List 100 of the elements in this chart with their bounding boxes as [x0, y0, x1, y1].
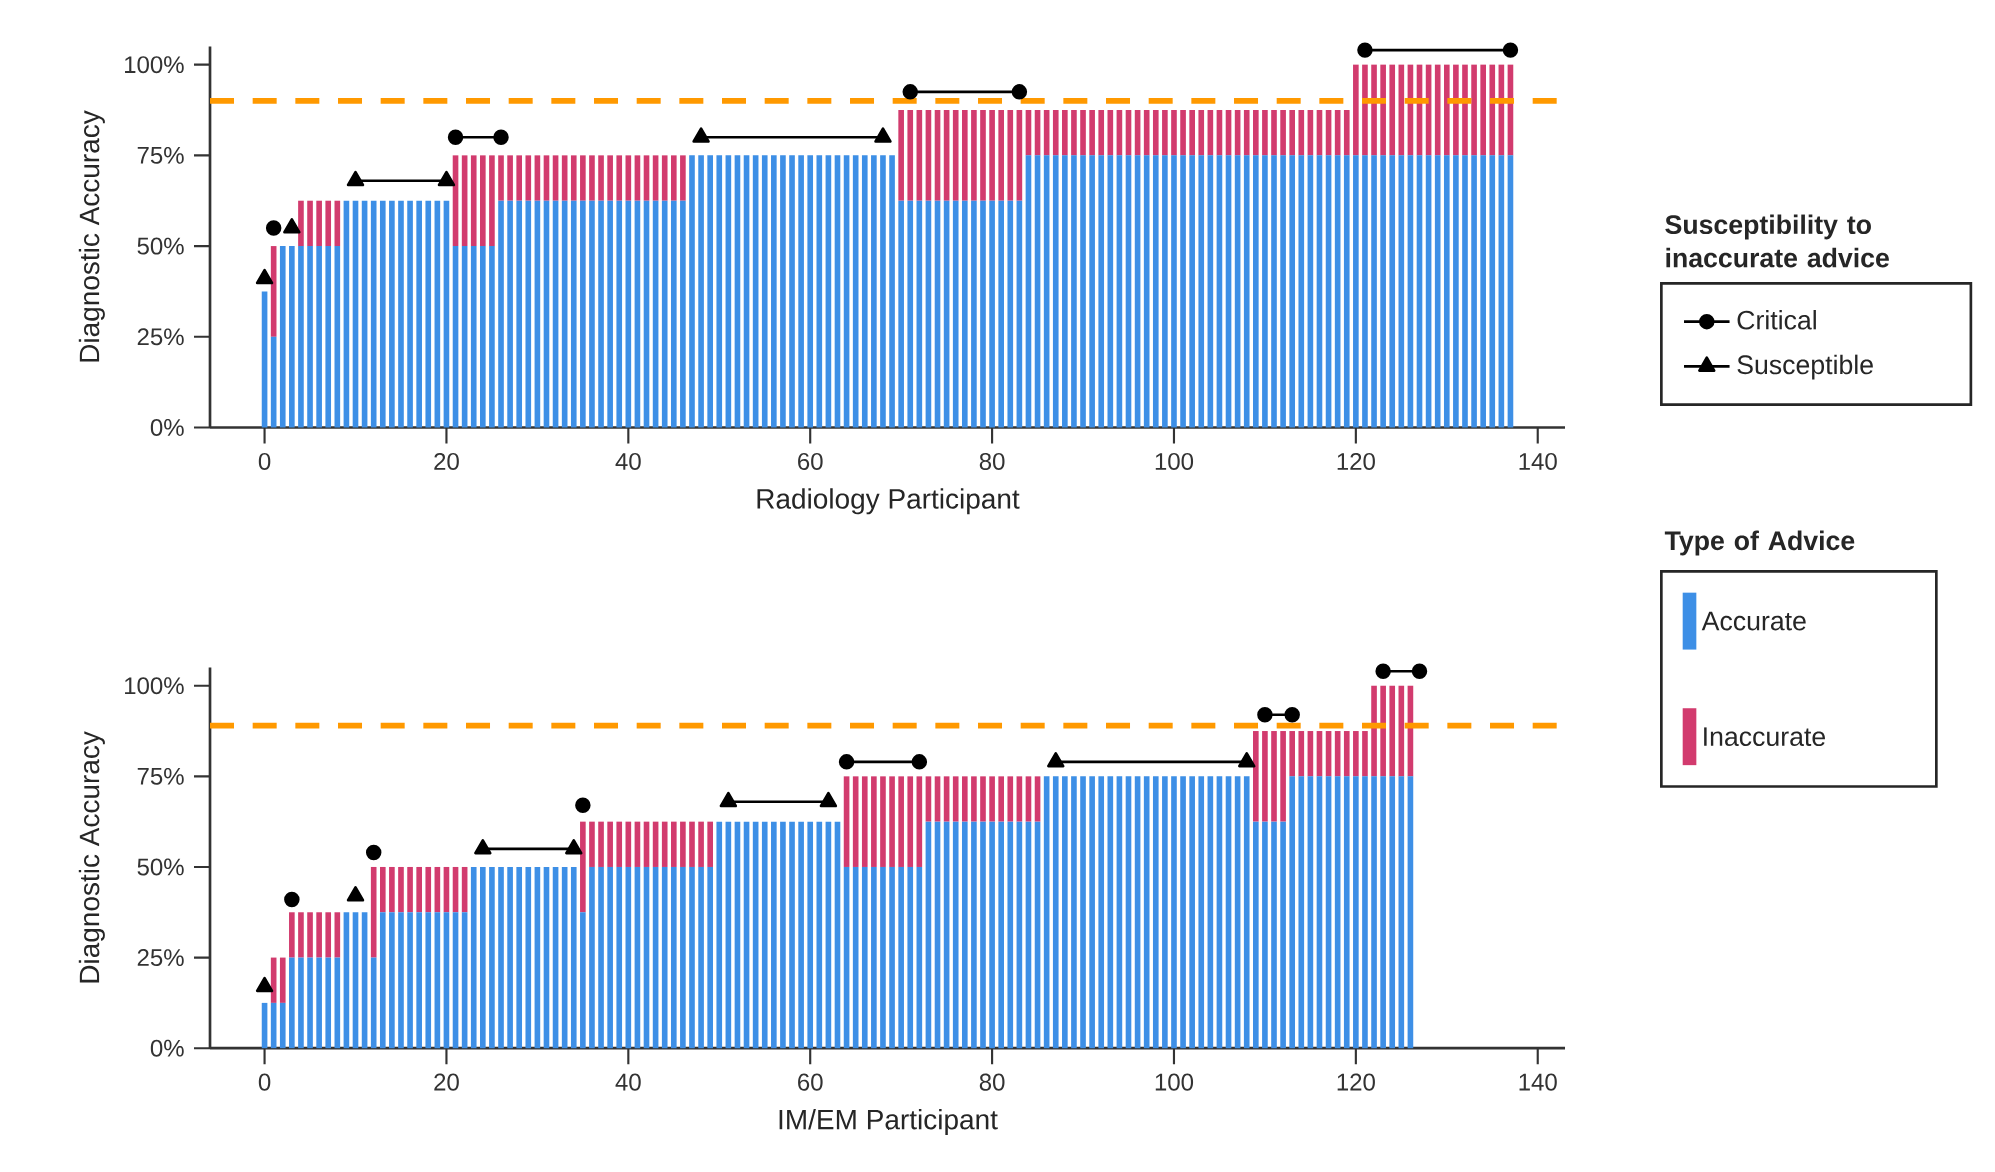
bar [1089, 109, 1095, 156]
point [565, 838, 583, 855]
bar [1271, 109, 1277, 156]
bar [1107, 776, 1114, 1049]
bar [289, 912, 295, 958]
y-tick-label: 50% [137, 237, 184, 255]
bar [298, 912, 304, 958]
bar [961, 776, 968, 822]
bar [1052, 776, 1059, 1049]
bar [398, 200, 404, 428]
point [575, 797, 591, 814]
bar [1380, 155, 1386, 428]
legend-label: Accurate [1701, 611, 1806, 631]
bar [316, 200, 322, 247]
bar [1171, 109, 1177, 156]
bar [316, 957, 322, 1049]
bar [1353, 776, 1359, 1049]
bar [652, 155, 659, 201]
bar [880, 776, 886, 867]
bar [389, 200, 395, 428]
bar [279, 1002, 286, 1049]
bar [971, 821, 977, 1049]
bar [1253, 155, 1259, 428]
x-axis-title: Radiology Participant [757, 488, 1020, 515]
bar [1480, 64, 1486, 156]
x-tick-label: 80 [979, 1073, 1005, 1091]
y-tick-label: 0% [150, 1039, 184, 1057]
bar [1171, 776, 1177, 1049]
y-tick-label: 100% [125, 677, 184, 695]
point [474, 838, 492, 855]
bar [698, 866, 704, 1049]
point [692, 127, 710, 143]
bar [316, 912, 322, 958]
bar [516, 155, 523, 201]
bar [498, 155, 504, 201]
bar [716, 821, 723, 1049]
bar [707, 866, 713, 1049]
bar [1262, 731, 1268, 822]
point [365, 844, 382, 861]
bar [1152, 155, 1159, 428]
bar [989, 776, 995, 822]
point [346, 170, 365, 187]
bar [1443, 64, 1450, 156]
bar [1180, 155, 1186, 428]
x-tick-label: 20 [434, 452, 459, 470]
bar [416, 200, 422, 428]
bar [1489, 64, 1496, 156]
bar [1298, 776, 1305, 1049]
point [255, 976, 274, 993]
bar [998, 776, 1004, 822]
point [1257, 706, 1273, 723]
point [1047, 751, 1065, 768]
bar [1098, 109, 1105, 156]
bar [780, 821, 786, 1049]
x-tick-label: 60 [798, 452, 823, 470]
bar [1007, 200, 1014, 428]
bar [598, 155, 604, 201]
bar [889, 866, 895, 1049]
bar [1143, 109, 1150, 156]
bar [680, 200, 686, 428]
bar [1107, 155, 1114, 428]
bar [861, 776, 868, 867]
bar [307, 200, 313, 247]
bar [1025, 776, 1032, 822]
bar [543, 155, 550, 201]
legend-label: Susceptible [1737, 354, 1873, 380]
bar [1243, 776, 1250, 1049]
y-axis-title: Diagnostic Accuracy [78, 110, 105, 362]
point [1502, 42, 1519, 58]
bar [480, 866, 486, 1049]
y-tick-label: 75% [137, 146, 184, 164]
bar [1462, 155, 1468, 428]
bar [898, 200, 904, 428]
bar [1062, 155, 1068, 428]
bar [598, 866, 604, 1049]
bar [689, 155, 695, 428]
bar [952, 776, 959, 822]
bar [980, 776, 986, 822]
bar [707, 155, 713, 428]
bar [334, 912, 341, 958]
bar [1371, 776, 1377, 1049]
bar [1353, 731, 1359, 777]
bar [789, 821, 795, 1049]
bar [761, 155, 768, 428]
bar [552, 155, 559, 201]
bar [807, 821, 814, 1049]
legend-title: Type of Advice [1664, 530, 1855, 556]
bar [889, 776, 895, 867]
bar [1007, 109, 1014, 201]
bar [1389, 155, 1396, 428]
bar [989, 200, 995, 428]
bar [1243, 155, 1250, 428]
bar [325, 246, 332, 428]
bar [589, 200, 595, 428]
bar [1434, 64, 1441, 156]
bar [816, 155, 823, 428]
point [265, 220, 282, 236]
bar [707, 821, 713, 867]
bar [1152, 109, 1159, 156]
bar [1362, 776, 1368, 1049]
